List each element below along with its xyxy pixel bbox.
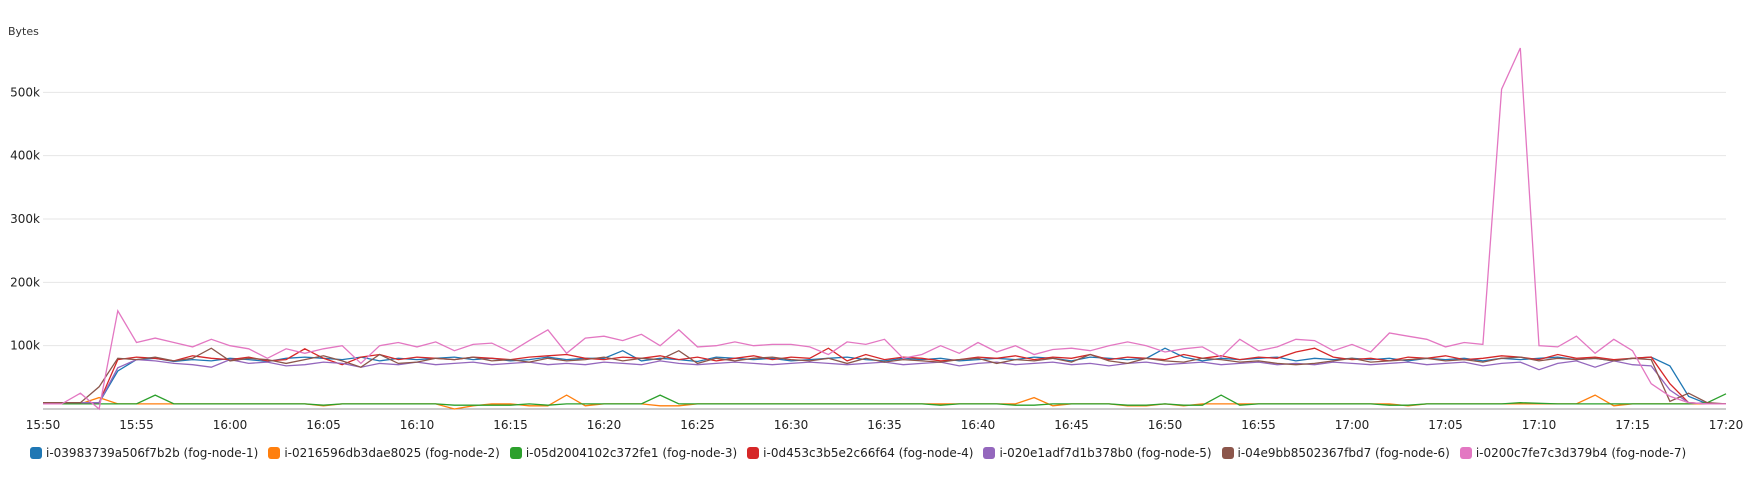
legend-swatch [1459,447,1472,459]
x-tick-label: 16:05 [306,418,341,432]
x-tick-label: 16:35 [867,418,902,432]
legend-swatch [30,447,42,459]
series-line-7 [43,47,1726,411]
x-tick-label: 16:45 [1054,418,1089,432]
series-line-1 [43,347,1726,405]
legend-swatch [747,447,760,459]
x-tick-label: 17:00 [1335,418,1370,432]
legend-label: i-0216596db3dae8025 (fog-node-2) [284,446,500,460]
x-tick-label: 16:00 [213,418,248,432]
legend-item-6[interactable]: i-04e9bb8502367fbd7 (fog-node-6) [1221,446,1450,460]
y-tick-label: 500k [10,85,40,99]
chart-plot: 100k 200k 300k 400k 500k 15:50 15:55 16:00 16:0… [10,47,1744,432]
legend-item-3[interactable]: i-05d2004102c372fe1 (fog-node-3) [509,446,738,460]
x-tick-label: 16:50 [1148,418,1183,432]
legend-label: i-020e1adf7d1b378b0 (fog-node-5) [999,446,1212,460]
legend-item-5[interactable]: i-020e1adf7d1b378b0 (fog-node-5) [983,446,1212,460]
y-tick-label: 400k [10,149,40,163]
x-tick-label: 17:05 [1428,418,1463,432]
x-tick-label: 17:15 [1615,418,1650,432]
x-tick-label: 16:10 [400,418,435,432]
legend-label: i-05d2004102c372fe1 (fog-node-3) [525,446,738,460]
legend-item-4[interactable]: i-0d453c3b5e2c66f64 (fog-node-4) [747,446,973,460]
x-tick-label: 16:40 [961,418,996,432]
y-tick-label: 300k [10,212,40,226]
legend-swatch [983,447,996,459]
y-tick-label: 100k [10,339,40,353]
legend-swatch [268,447,281,459]
legend-label: i-0200c7fe7c3d379b4 (fog-node-7) [1475,446,1687,460]
legend-item-2[interactable]: i-0216596db3dae8025 (fog-node-2) [268,446,500,460]
legend-item-7[interactable]: i-0200c7fe7c3d379b4 (fog-node-7) [1459,446,1687,460]
legend-swatch [1221,447,1234,459]
x-tick-label: 16:20 [587,418,622,432]
y-tick-label: 200k [10,275,40,289]
x-tick-label: 16:25 [680,418,715,432]
legend-swatch [509,447,522,459]
series-line-5 [43,358,1726,405]
y-axis-label: Bytes [8,25,39,38]
x-tick-label: 15:55 [119,418,154,432]
series-line-6 [43,347,1727,405]
x-tick-label: 17:20 [1709,418,1744,432]
legend-label: i-04e9bb8502367fbd7 (fog-node-6) [1237,446,1450,460]
legend-label: i-03983739a506f7b2b (fog-node-1) [46,446,259,460]
legend-item-1[interactable]: i-03983739a506f7b2b (fog-node-1) [30,446,258,460]
x-tick-label: 16:55 [1241,418,1276,432]
x-tick-label: 16:15 [493,418,528,432]
x-tick-label: 15:50 [26,418,61,432]
series-line-2 [43,394,1726,410]
legend: i-03983739a506f7b2b (fog-node-1) i-021659… [30,446,1686,460]
series-line-4 [43,347,1726,405]
x-tick-label: 16:30 [774,418,809,432]
x-tick-label: 17:10 [1522,418,1557,432]
legend-label: i-0d453c3b5e2c66f64 (fog-node-4) [763,446,974,460]
series-line-3 [43,393,1727,406]
